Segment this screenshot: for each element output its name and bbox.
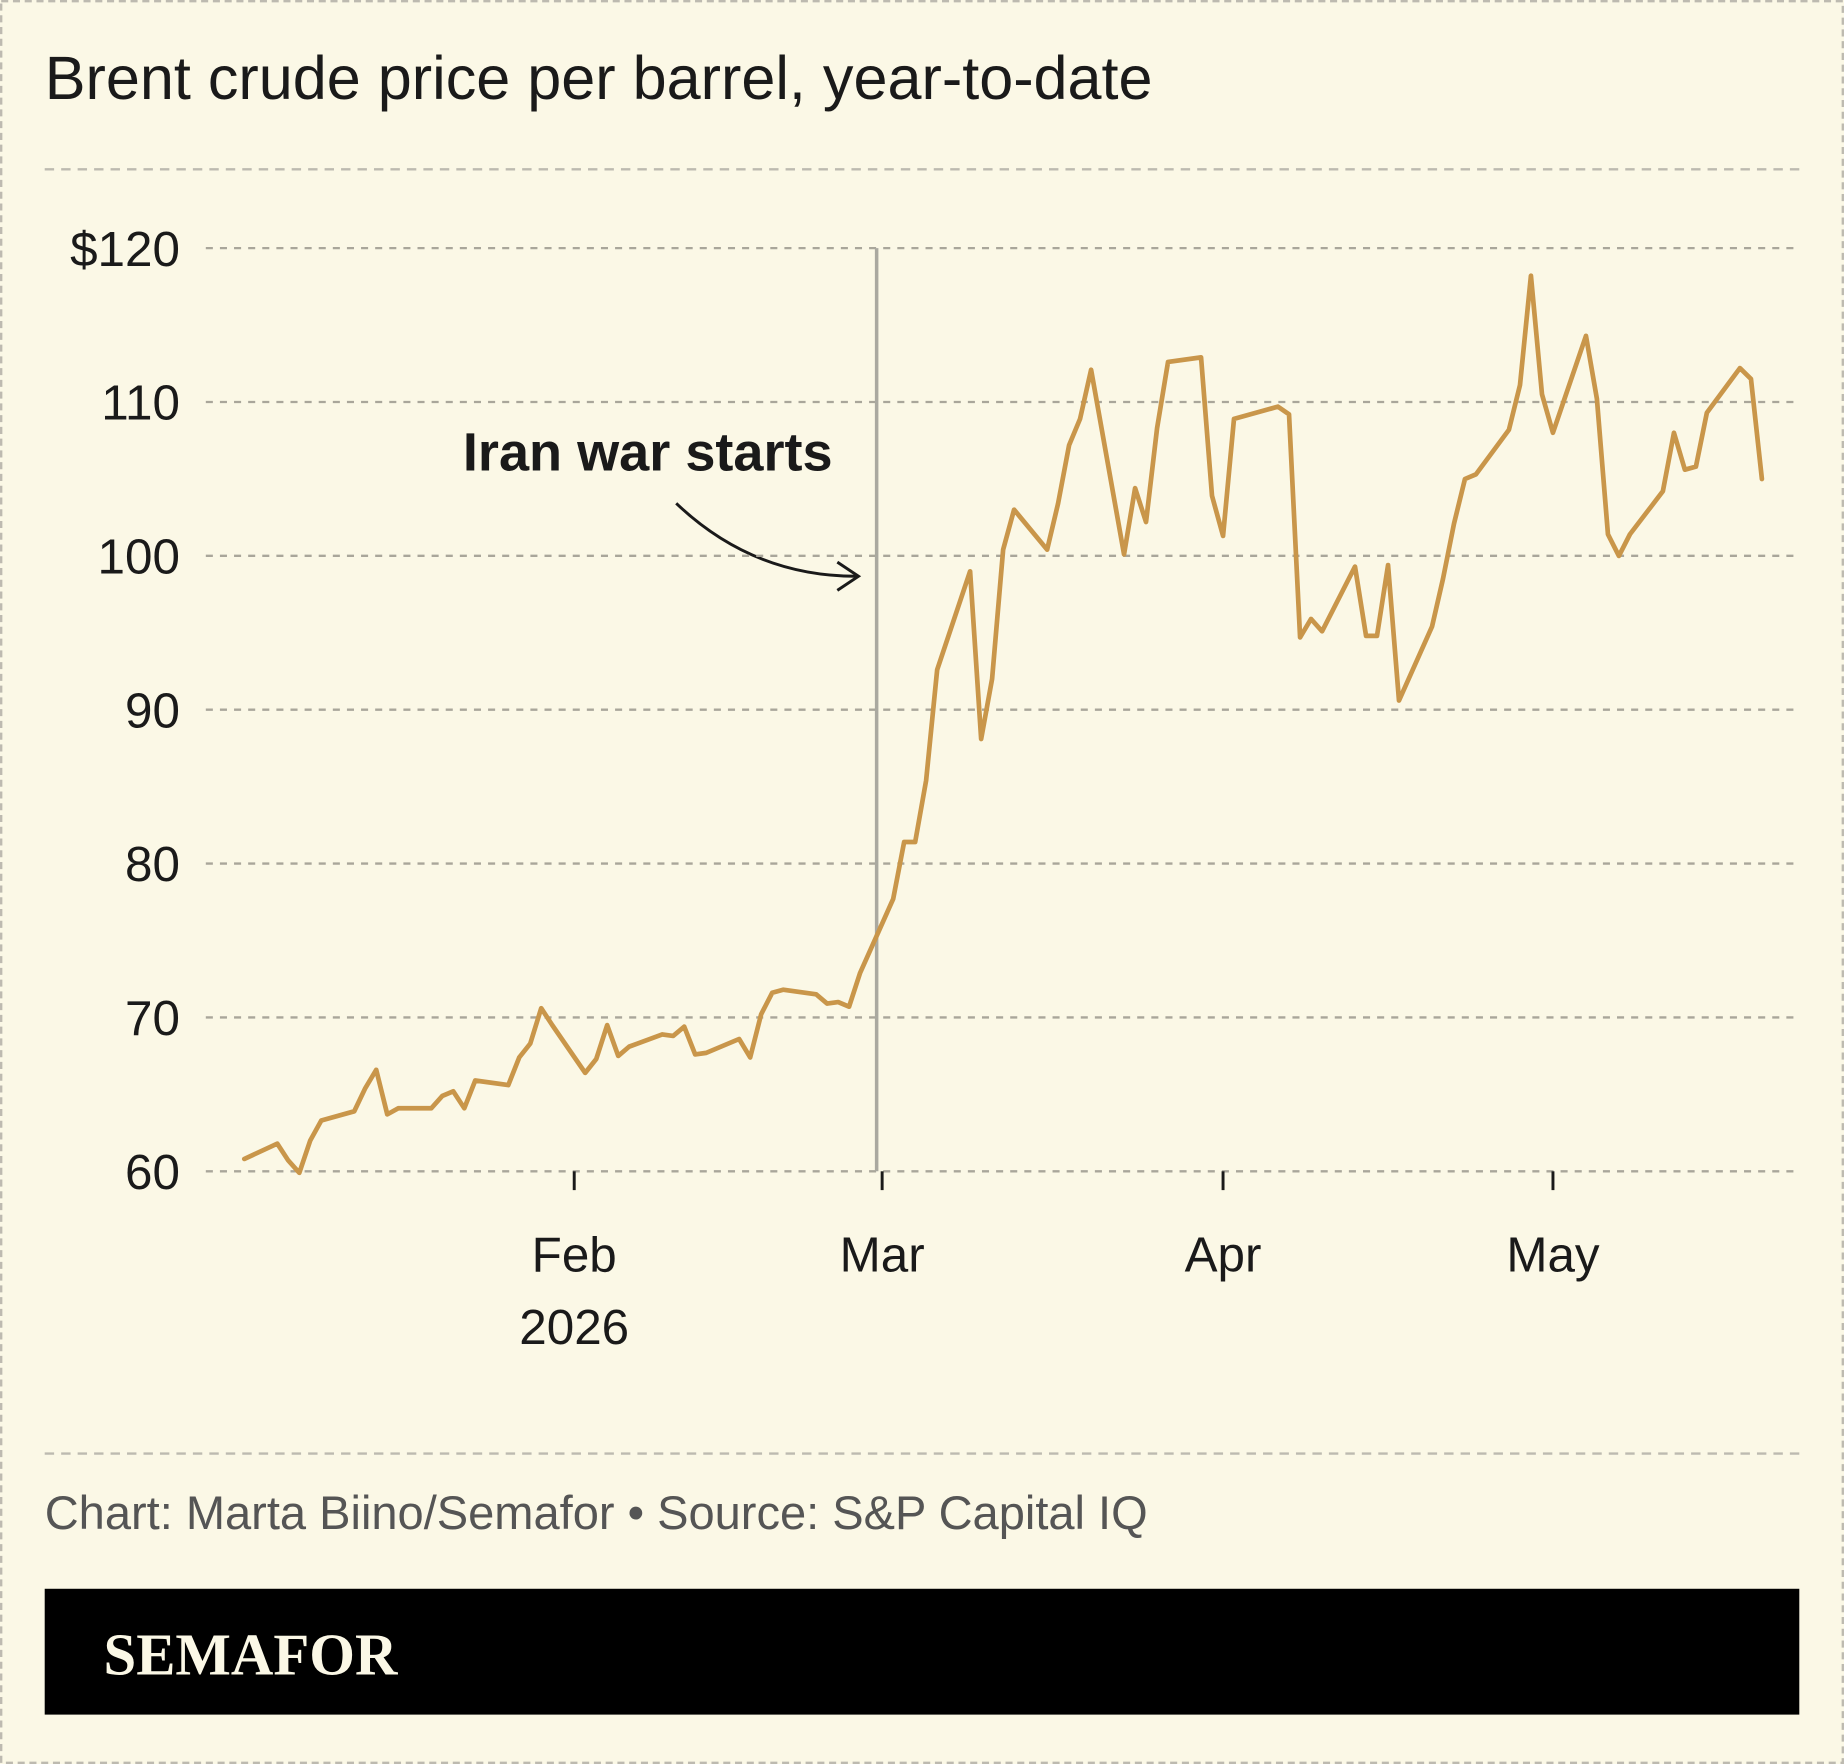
x-tick-label: May: [1506, 1227, 1600, 1282]
arrow-head: [836, 560, 862, 592]
x-sublabel: 2026: [519, 1300, 629, 1355]
price-line: [241, 273, 1765, 1176]
y-tick-label: $120: [70, 222, 180, 277]
x-tick-label: Feb: [532, 1227, 617, 1282]
chart-title: Brent crude price per barrel, year-to-da…: [45, 44, 1153, 112]
y-tick-label: 80: [125, 837, 180, 892]
brand-bar: [44, 1588, 1800, 1715]
y-tick-label: 100: [98, 529, 180, 584]
annotation-text: Iran war starts: [463, 422, 833, 482]
x-tick-label: Apr: [1185, 1227, 1262, 1282]
y-tick-label: 60: [125, 1145, 180, 1200]
y-tick-label: 110: [101, 376, 180, 431]
source: Chart: Marta Biino/Semafor • Source: S&P…: [45, 1486, 1148, 1539]
annotation-arrow: [675, 502, 857, 578]
y-tick-label: 90: [125, 683, 180, 738]
y-tick-label: 70: [125, 991, 180, 1046]
brand-logo: SEMAFOR: [104, 1623, 399, 1688]
x-tick-label: Mar: [840, 1227, 925, 1282]
